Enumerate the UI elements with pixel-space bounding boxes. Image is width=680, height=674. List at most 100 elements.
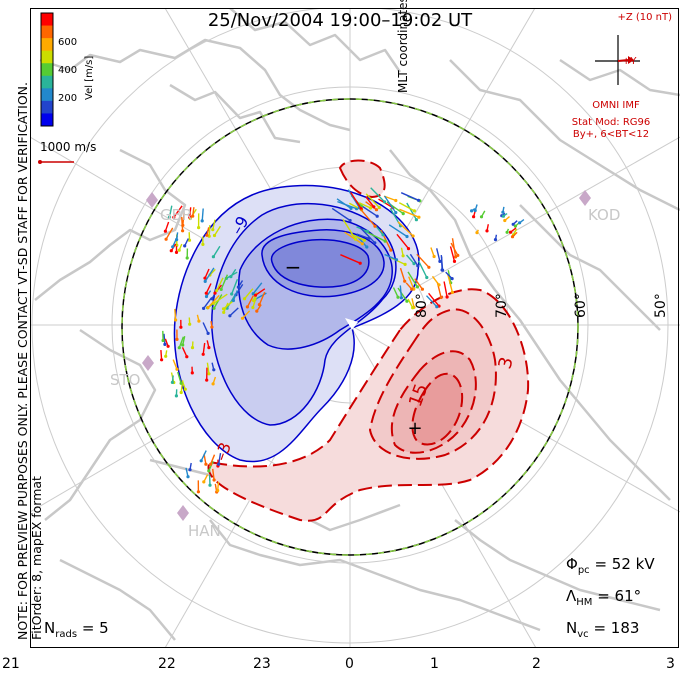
preview-note: NOTE: FOR PREVIEW PURPOSES ONLY. PLEASE … <box>15 82 44 640</box>
velocity-vector-origin <box>181 343 185 347</box>
velocity-vector-origin <box>420 287 424 291</box>
velocity-vector-origin <box>389 248 393 252</box>
velocity-vector <box>252 282 263 295</box>
velocity-vector-origin <box>179 325 183 329</box>
velocity-vector <box>255 288 266 296</box>
velocity-vector-origin <box>210 325 214 329</box>
velocity-vector <box>397 287 408 302</box>
velocity-vector-origin <box>505 230 509 234</box>
velocity-vector-origin <box>416 198 421 202</box>
colorbar-frame <box>40 12 54 127</box>
velocity-vector-origin <box>411 234 415 238</box>
colorbar-swatch <box>41 13 53 27</box>
velocity-vector-origin <box>368 206 373 210</box>
velocity-vector <box>174 308 177 321</box>
velocity-vector-origin <box>373 224 377 228</box>
velocity-vector <box>347 189 360 209</box>
velocity-vector-origin <box>196 490 200 494</box>
velocity-vector <box>440 256 443 271</box>
velocity-vector-origin <box>253 293 258 297</box>
velocity-vector-origin <box>365 229 369 233</box>
velocity-vector-origin <box>255 309 259 313</box>
velocity-vector <box>165 227 174 240</box>
velocity-vector-origin <box>186 475 190 479</box>
velocity-vector-origin <box>394 198 398 203</box>
velocity-vector-origin <box>450 290 454 294</box>
velocity-vector <box>182 212 185 226</box>
velocity-vector-origin <box>185 355 189 359</box>
velocity-vector <box>232 290 238 301</box>
velocity-vector-origin <box>479 215 484 219</box>
velocity-vector-origin <box>183 244 187 248</box>
colorbar-tick-200: 200 <box>58 93 78 104</box>
velocity-vector <box>336 198 352 209</box>
velocity-vector-origin <box>432 254 436 259</box>
velocity-vector <box>213 294 223 309</box>
velocity-vector <box>370 187 386 203</box>
velocity-vector-origin <box>348 218 352 223</box>
velocity-vector-origin <box>174 394 178 398</box>
velocity-vector <box>223 300 234 310</box>
velocity-vector-origin <box>188 468 192 472</box>
velocity-vector-origin <box>401 212 405 216</box>
colorbar-swatch <box>41 38 53 52</box>
velocity-vector-origin <box>251 305 255 310</box>
velocity-vector-origin <box>188 322 192 326</box>
velocity-vector-origin <box>191 214 195 218</box>
velocity-vector <box>231 278 239 295</box>
stat-lambda-hm: ΛHM = 61° <box>566 587 642 608</box>
velocity-vector <box>331 207 351 222</box>
velocity-vector-origin <box>172 215 176 219</box>
velocity-vector-origin <box>405 234 409 239</box>
velocity-vector-origin <box>177 346 181 350</box>
imf-bz-label: +Z (10 nT) <box>617 12 672 23</box>
velocity-vector <box>181 216 184 231</box>
velocity-vector-origin <box>166 344 170 348</box>
velocity-vector-origin <box>210 297 214 301</box>
velocity-vector-origin <box>472 215 476 219</box>
velocity-vector <box>163 333 166 345</box>
station-marker-gbr <box>146 192 158 208</box>
velocity-vector <box>449 246 456 262</box>
velocity-vector <box>425 295 438 308</box>
velocity-vector <box>436 248 441 262</box>
stat-phi-pc: Φpc = 52 kV <box>566 555 655 576</box>
velocity-vector-origin <box>202 306 206 310</box>
velocity-vector-origin <box>437 283 441 287</box>
velocity-vector <box>365 196 375 208</box>
stat-n-rads-value: = 5 <box>81 619 109 637</box>
velocity-vector <box>200 450 207 462</box>
mlt-tick-23: 23 <box>253 656 271 672</box>
hm-boundary-dash <box>121 98 579 556</box>
velocity-vector-origin <box>212 306 216 310</box>
velocity-vector-origin <box>183 387 187 391</box>
velocity-vector <box>340 254 361 264</box>
colorbar-swatch <box>41 88 53 102</box>
velocity-vector-origin <box>403 279 407 283</box>
coords-label: MLT coordinates <box>396 0 410 93</box>
velocity-vector <box>212 245 221 258</box>
velocity-vector-origin <box>187 238 192 242</box>
velocity-vector <box>208 460 214 472</box>
velocity-vector-origin <box>169 249 173 253</box>
velocity-vector <box>205 283 212 294</box>
velocity-vector-origin <box>365 245 369 249</box>
colorbar-swatch <box>41 25 53 39</box>
page-title: 25/Nov/2004 19:00–19:02 UT <box>207 10 473 31</box>
imf-vector-head <box>628 56 634 64</box>
velocity-vector-origin <box>438 259 442 263</box>
velocity-vector <box>212 468 215 481</box>
velocity-vector <box>229 307 239 317</box>
velocity-vector-origin <box>501 210 505 214</box>
velocity-vector <box>246 295 255 308</box>
velocity-vector-origin <box>228 314 232 318</box>
velocity-vector-origin <box>197 226 201 230</box>
velocity-vector-origin <box>456 253 460 257</box>
velocity-vector <box>207 294 220 309</box>
velocity-vector-origin <box>163 229 167 233</box>
velocity-vector-origin <box>473 208 477 213</box>
colorbar-swatch <box>41 50 53 64</box>
velocity-vector-origin <box>199 459 203 463</box>
velocity-vector-origin <box>367 236 371 240</box>
velocity-vector <box>407 271 418 288</box>
